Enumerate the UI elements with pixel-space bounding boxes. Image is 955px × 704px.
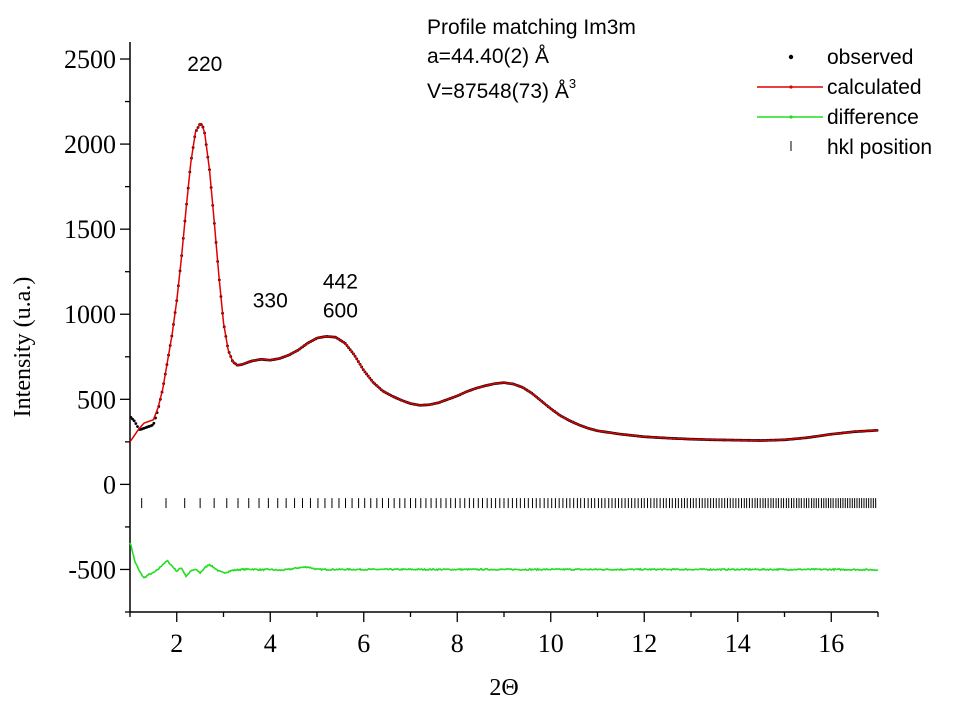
- observed-point: [152, 421, 156, 425]
- legend-calculated-marker: [789, 85, 793, 89]
- info-volume-text: V=87548(73) Å: [427, 80, 569, 103]
- y-ticks: -500 0 500 1000 1500 2000 2500: [64, 45, 130, 613]
- y-tick-label: 500: [77, 385, 116, 414]
- x-tick-label: 2: [170, 629, 183, 658]
- x-tick-label: 8: [451, 629, 464, 658]
- legend-calculated-label: calculated: [827, 76, 922, 99]
- axes: 2 4 6 8 10 12 14 16 -500 0 500 1000 1500 2000 2500: [64, 42, 879, 658]
- y-tick-label: 1000: [64, 300, 116, 329]
- x-tick-label: 12: [631, 629, 657, 658]
- legend-observed-marker: [788, 54, 794, 60]
- x-tick-label: 10: [538, 629, 564, 658]
- x-axis-label: 2Θ: [489, 675, 518, 701]
- y-axis-label: Intensity (u.a.): [10, 277, 36, 418]
- observed-point: [136, 425, 139, 428]
- observed-point: [129, 415, 133, 419]
- peak-label: 330: [253, 289, 288, 312]
- legend-item-calculated: calculated: [757, 76, 922, 99]
- y-tick-label: 1500: [64, 215, 116, 244]
- peak-labels: 220 330 442 600: [187, 53, 358, 323]
- plot-area: [129, 122, 879, 579]
- x-tick-label: 4: [264, 629, 277, 658]
- difference-series-line: [129, 542, 879, 579]
- legend-difference-marker: [789, 115, 793, 119]
- info-box: Profile matching Im3m a=44.40(2) Å V=875…: [427, 16, 636, 103]
- legend: observed calculated difference hkl posit…: [757, 46, 932, 159]
- legend-item-observed: observed: [788, 46, 913, 69]
- peak-label: 600: [323, 300, 358, 323]
- observed-point: [131, 417, 134, 421]
- info-volume-superscript: 3: [569, 76, 576, 91]
- calculated-series-line: [129, 122, 879, 443]
- x-tick-label: 14: [725, 629, 751, 658]
- x-tick-label: 16: [818, 629, 844, 658]
- legend-difference-label: difference: [827, 106, 919, 129]
- y-tick-label: 0: [103, 470, 116, 499]
- legend-item-difference: difference: [757, 106, 919, 129]
- info-line-cell-parameter: a=44.40(2) Å: [427, 45, 549, 68]
- observed-series: [129, 123, 879, 442]
- y-tick-label: -500: [68, 555, 116, 584]
- peak-label: 220: [187, 53, 222, 76]
- y-tick-label: 2500: [64, 45, 116, 74]
- info-line-space-group: Profile matching Im3m: [427, 16, 636, 39]
- x-ticks: 2 4 6 8 10 12 14 16: [129, 612, 879, 658]
- x-tick-label: 6: [357, 629, 370, 658]
- info-line-volume: V=87548(73) Å3: [427, 76, 576, 103]
- legend-hkl-label: hkl position: [827, 136, 932, 159]
- observed-point: [150, 423, 154, 427]
- peak-label: 442: [323, 271, 358, 294]
- legend-item-hkl: hkl position: [790, 136, 932, 159]
- hkl-positions: [141, 498, 877, 509]
- observed-point: [132, 419, 136, 423]
- y-tick-label: 2000: [64, 130, 116, 159]
- legend-observed-label: observed: [827, 46, 913, 69]
- observed-point: [134, 422, 138, 425]
